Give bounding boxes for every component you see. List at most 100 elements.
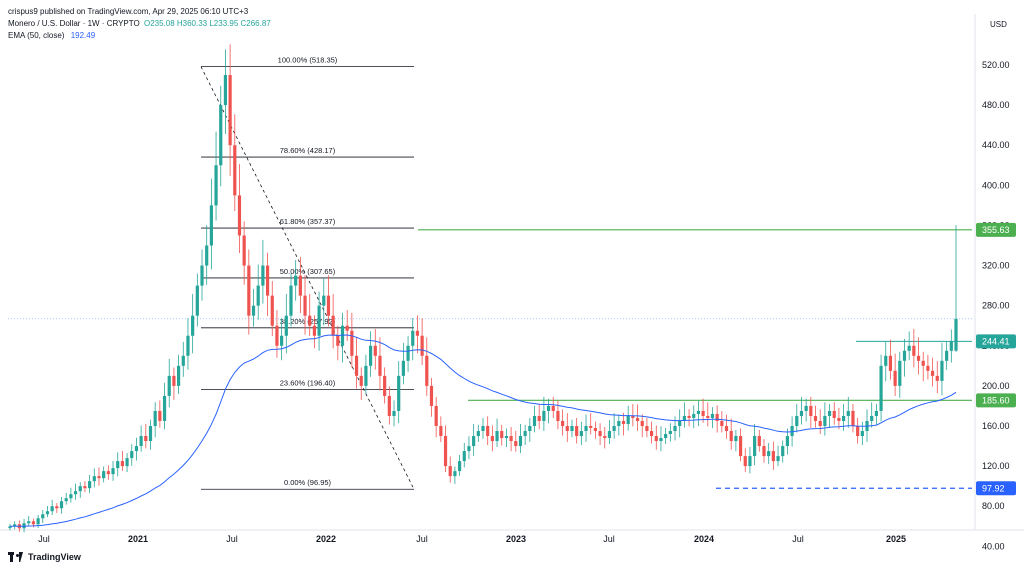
candle-body (804, 405, 808, 411)
candle-body (916, 355, 921, 361)
y-tick-label: 520.00 (982, 60, 1010, 70)
candle-body (144, 436, 148, 442)
candle-body (738, 436, 743, 457)
candle-body (898, 360, 902, 386)
candle-body (767, 451, 771, 457)
candle-body (148, 426, 153, 442)
candle-body (523, 431, 527, 437)
candle-body (481, 426, 485, 432)
candle-body (870, 415, 874, 421)
candle-body (860, 431, 864, 437)
candle-body (486, 426, 490, 437)
candle-body (425, 355, 429, 386)
candle-body (41, 514, 45, 519)
candle-body (532, 415, 537, 426)
fib-level-label: 0.00% (96.95) (284, 478, 332, 487)
candle-body (228, 75, 232, 146)
candle-body (83, 486, 87, 489)
candle-body (8, 526, 12, 529)
candle-body (92, 476, 96, 482)
candle-body (111, 468, 115, 475)
candle-body (504, 436, 509, 439)
candle-body (102, 471, 106, 479)
currency-label: USD (990, 20, 1007, 29)
candle-body (827, 410, 832, 416)
candle-body (275, 325, 279, 346)
candle-body (940, 360, 944, 381)
candle-body (256, 285, 260, 306)
candle-body (785, 436, 790, 447)
candle-body (336, 335, 340, 346)
candle-body (720, 420, 724, 426)
candle-body (167, 375, 171, 396)
price-label: 355.63 (982, 225, 1010, 235)
fib-level-label: 50.00% (307.65) (280, 267, 336, 276)
candle-body (261, 265, 265, 286)
published-note: crispus9 published on TradingView.com, A… (8, 7, 249, 16)
candle-body (350, 330, 354, 356)
candle-body (654, 436, 658, 442)
candle-body (280, 335, 284, 346)
candle-body (439, 426, 443, 437)
candle-body (331, 315, 335, 336)
ema-line[interactable]: EMA (50, close) 192.49 (8, 30, 271, 42)
candle-body (907, 345, 911, 351)
x-tick-label: Jul (792, 534, 804, 544)
price-label-box (976, 481, 1016, 496)
x-tick-label: 2023 (506, 534, 526, 544)
candle-body (645, 426, 649, 432)
candle-body (354, 355, 359, 376)
candle-body (851, 410, 855, 426)
candle-body (668, 431, 672, 435)
candle-body (706, 415, 710, 418)
candle-body (50, 506, 54, 512)
candle-body (200, 265, 204, 286)
candle-body (635, 417, 640, 421)
candle-body (303, 295, 307, 316)
candle-body (673, 426, 677, 432)
price-label: 244.41 (982, 336, 1010, 346)
candle-body (664, 434, 668, 439)
candle-body (411, 330, 415, 346)
candle-body (448, 466, 452, 477)
candle-body (710, 413, 715, 418)
candle-body (373, 345, 377, 356)
x-tick-label: Jul (38, 534, 50, 544)
candle-body (397, 375, 401, 411)
candle-body (340, 325, 345, 346)
x-tick-label: Jul (416, 534, 428, 544)
tradingview-brand[interactable]: TradingView (8, 552, 81, 562)
candle-body (247, 265, 251, 316)
candle-body (308, 315, 312, 326)
price-label-box (976, 334, 1016, 349)
candle-body (842, 415, 846, 421)
candle-body (846, 410, 850, 416)
candle-body (612, 426, 616, 432)
candle-body (734, 436, 738, 442)
candle-body (954, 318, 958, 351)
candle-body (219, 105, 223, 166)
candle-body (884, 355, 888, 366)
candle-body (565, 426, 569, 432)
candle-body (392, 410, 396, 416)
candle-body (813, 415, 818, 421)
candle-body (125, 458, 129, 467)
candle-body (856, 426, 860, 437)
candle-body (799, 410, 804, 416)
candle-body (593, 428, 597, 432)
candle-body (879, 365, 883, 411)
fib-level-label: 100.00% (518.35) (278, 56, 338, 65)
candle-body (692, 413, 696, 418)
candle-body (191, 315, 195, 336)
candle-body (696, 410, 701, 414)
candle-body (575, 426, 579, 437)
candle-body (790, 426, 794, 437)
candle-body (715, 413, 719, 421)
candle-body (364, 365, 368, 386)
chart-header: crispus9 published on TradingView.com, A… (8, 6, 271, 42)
symbol-title[interactable]: Monero / U.S. Dollar · 1W · CRYPTO (8, 19, 140, 28)
candle-body (579, 431, 583, 437)
fib-level-label: 61.80% (357.37) (280, 217, 336, 226)
x-tick-label: 2021 (128, 534, 148, 544)
